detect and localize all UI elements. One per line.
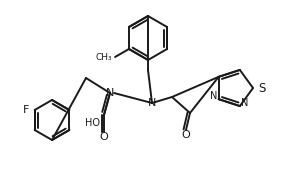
Text: HO: HO xyxy=(84,118,100,128)
Text: N: N xyxy=(106,88,114,98)
Text: N: N xyxy=(210,91,218,101)
Text: O: O xyxy=(100,132,108,142)
Text: CH₃: CH₃ xyxy=(96,54,112,62)
Text: N: N xyxy=(148,98,156,108)
Text: O: O xyxy=(182,130,190,140)
Text: N: N xyxy=(241,98,248,108)
Text: S: S xyxy=(258,81,265,94)
Text: F: F xyxy=(23,105,30,115)
